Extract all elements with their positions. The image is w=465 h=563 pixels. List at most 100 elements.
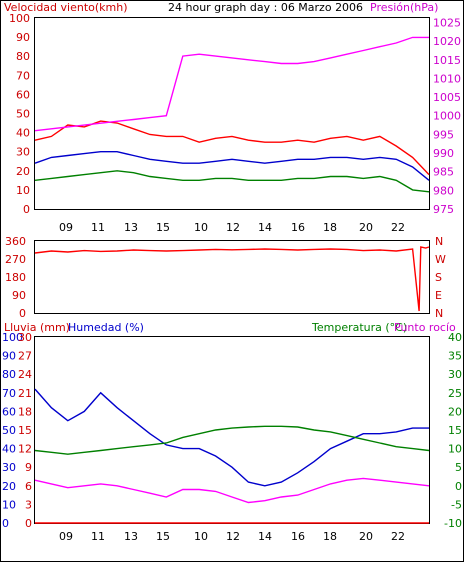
humidity-tick-label: 100 — [2, 331, 23, 344]
time-tick-label: 10 — [194, 530, 208, 543]
rain-tick-label: 30 — [18, 331, 32, 344]
pressure-tick-label: 1025 — [433, 16, 461, 29]
compass-tick-label: N — [435, 235, 443, 248]
wind-speed-label: Velocidad viento(kmh) — [4, 1, 128, 14]
wind-direction-series — [34, 246, 430, 312]
temperature-tick-label: 30 — [448, 368, 462, 381]
rain-tick-label: 3 — [25, 498, 32, 511]
series-line — [34, 120, 430, 176]
humidity-tick-label: 50 — [2, 424, 16, 437]
series-line — [34, 477, 430, 504]
time-tick-label: 22 — [391, 221, 405, 234]
time-tick-label: 13 — [124, 221, 138, 234]
time-tick-label: 20 — [359, 530, 373, 543]
wind-tick-label: 30 — [16, 146, 30, 159]
direction-degree-ticks: 0 90 180 270 360 — [5, 235, 26, 320]
time-axis-ticks-top: 09 11 13 15 10 12 14 16 18 20 22 — [59, 221, 405, 234]
temperature-tick-label: 5 — [455, 461, 462, 474]
compass-tick-label: S — [435, 271, 442, 284]
direction-tick-label: 90 — [12, 289, 26, 302]
time-tick-label: 18 — [323, 221, 337, 234]
pressure-tick-label: 995 — [433, 128, 454, 141]
temperature-tick-label: -5 — [451, 498, 462, 511]
time-tick-label: 09 — [59, 530, 73, 543]
time-axis-ticks-bottom: 09 11 13 15 10 12 14 16 18 20 22 — [59, 530, 405, 543]
wind-tick-label: 80 — [16, 50, 30, 63]
wind-pressure-series — [34, 36, 430, 193]
humidity-tick-label: 20 — [2, 480, 16, 493]
temperature-tick-label: 0 — [455, 480, 462, 493]
series-line — [34, 388, 429, 487]
temperature-axis-ticks: -10 -5 0 5 10 15 20 25 30 35 40 — [444, 331, 462, 530]
rain-tick-label: 9 — [25, 461, 32, 474]
temperature-tick-label: 25 — [448, 387, 462, 400]
time-tick-label: 12 — [226, 530, 240, 543]
time-tick-label: 12 — [226, 221, 240, 234]
wind-tick-label: 20 — [16, 165, 30, 178]
humidity-tick-label: 80 — [2, 368, 16, 381]
series-line — [34, 36, 429, 132]
pressure-axis-ticks: 975 980 985 990 995 1000 1005 1010 1015 1020 1025 — [433, 16, 461, 216]
time-tick-label: 20 — [359, 221, 373, 234]
pressure-label: Presión(hPa) — [370, 1, 438, 14]
time-tick-label: 16 — [291, 530, 305, 543]
series-line — [34, 170, 430, 193]
direction-tick-label: 270 — [5, 253, 26, 266]
wind-direction-plot-area — [34, 240, 430, 314]
rain-label: Lluvia (mm) — [4, 321, 70, 334]
rain-tick-label: 12 — [18, 443, 32, 456]
temperature-tick-label: 20 — [448, 405, 462, 418]
pressure-tick-label: 990 — [433, 147, 454, 160]
temperature-tick-label: 15 — [448, 424, 462, 437]
dew-point-label: Punto rocío — [394, 321, 456, 334]
humidity-tick-label: 70 — [2, 387, 16, 400]
pressure-tick-label: 1020 — [433, 35, 461, 48]
series-line — [34, 425, 430, 455]
humidity-tick-label: 40 — [2, 443, 16, 456]
time-tick-label: 15 — [156, 221, 170, 234]
time-tick-label: 09 — [59, 221, 73, 234]
time-tick-label: 18 — [323, 530, 337, 543]
pressure-tick-label: 1015 — [433, 54, 461, 67]
rain-tick-label: 0 — [25, 517, 32, 530]
wind-tick-label: 100 — [9, 12, 30, 25]
time-tick-label: 13 — [124, 530, 138, 543]
temperature-tick-label: 10 — [448, 443, 462, 456]
pressure-tick-label: 1000 — [433, 110, 461, 123]
chart-title: 24 hour graph day : 06 Marzo 2006 — [168, 1, 363, 14]
compass-tick-label: N — [435, 307, 443, 320]
pressure-tick-label: 975 — [433, 203, 454, 216]
pressure-tick-label: 1010 — [433, 72, 461, 85]
wind-tick-label: 10 — [16, 184, 30, 197]
direction-tick-label: 180 — [5, 271, 26, 284]
temperature-label: Temperatura (°C) — [311, 321, 407, 334]
rain-tick-label: 6 — [25, 480, 32, 493]
time-tick-label: 16 — [291, 221, 305, 234]
time-tick-label: 11 — [91, 530, 105, 543]
temperature-tick-label: 35 — [448, 350, 462, 363]
series-line — [34, 246, 430, 312]
rain-humidity-axis-ticks: 0 10 20 30 40 50 60 70 80 90 100 0 3 6 9 12 15 18 21 24 27 30 — [2, 331, 32, 530]
pressure-tick-label: 1005 — [433, 91, 461, 104]
rain-tick-label: 21 — [18, 387, 32, 400]
direction-tick-label: 360 — [5, 235, 26, 248]
time-tick-label: 22 — [391, 530, 405, 543]
rain-tick-label: 15 — [18, 424, 32, 437]
humidity-label: Humedad (%) — [68, 321, 144, 334]
compass-tick-label: W — [435, 253, 446, 266]
time-tick-label: 15 — [156, 530, 170, 543]
pressure-tick-label: 980 — [433, 184, 454, 197]
humidity-tick-label: 30 — [2, 461, 16, 474]
humidity-tick-label: 10 — [2, 498, 16, 511]
direction-tick-label: 0 — [19, 307, 26, 320]
rain-tick-label: 18 — [18, 405, 32, 418]
wind-tick-label: 90 — [16, 31, 30, 44]
wind-pressure-plot-area — [34, 17, 430, 210]
time-tick-label: 14 — [258, 221, 272, 234]
wind-tick-label: 50 — [16, 108, 30, 121]
temperature-tick-label: -10 — [444, 517, 462, 530]
wind-speed-axis-ticks: 0 10 20 30 40 50 60 70 80 90 100 — [9, 12, 30, 216]
